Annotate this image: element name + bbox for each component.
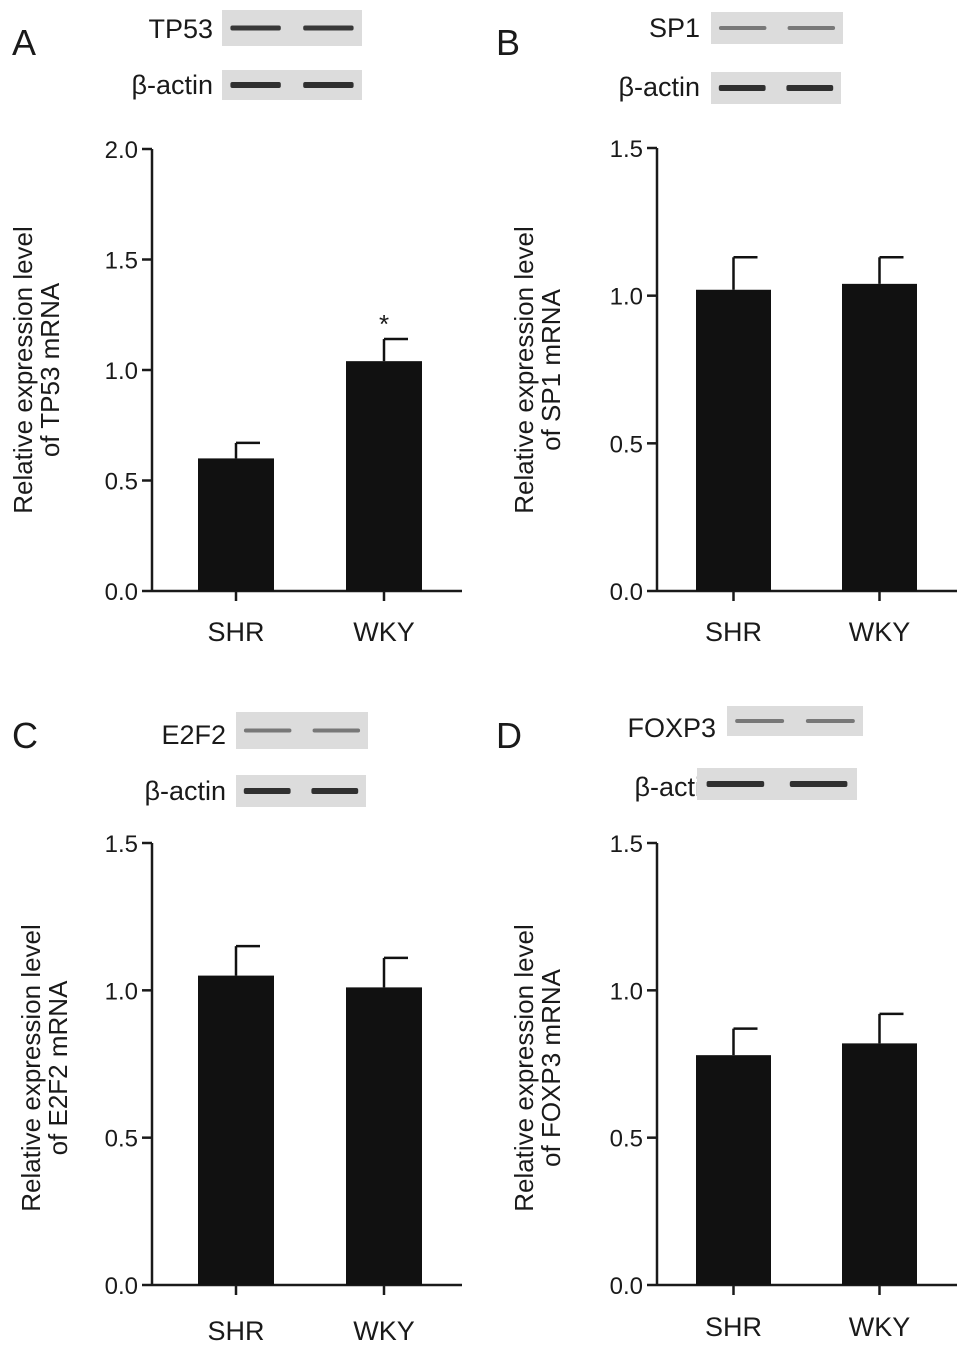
y-tick-label: 0.5 [610,431,643,458]
blot-band [789,781,848,787]
y-tick-label: 1.0 [610,284,643,311]
y-axis-label-line1: Relative expression level [509,924,539,1212]
chart-panel-c: C E2F2 β-actin 0.0 0.5 1.0 1.5 Relative express… [12,712,462,1346]
x-category-label: SHR [705,1312,762,1342]
blot-band [243,728,292,733]
blot-band [718,85,766,91]
bar-shr [198,458,274,591]
blot-label-actin: β-actin [618,72,700,102]
y-tick-label: 1.0 [105,978,138,1005]
y-tick-label: 0.0 [105,1273,138,1300]
blot-band [735,719,785,723]
panel-letter: D [496,715,522,756]
blot-band [303,25,354,31]
x-category-label: SHR [207,617,264,647]
y-axis-label-line2: of E2F2 mRNA [43,980,73,1155]
y-tick-label: 2.0 [105,137,138,164]
blot-band [230,82,281,88]
blot-band [303,82,354,88]
y-axis-label-line2: of SP1 mRNA [536,288,566,450]
blot-band [786,85,834,91]
blot-band [805,719,855,723]
x-category-label: WKY [353,617,415,647]
blot-band [787,26,836,30]
bar-wky [842,283,917,591]
blot-band [706,781,765,787]
y-tick-label: 1.5 [105,248,138,275]
blot-band [230,25,281,31]
bar-wky [346,987,422,1285]
bar-wky [346,361,422,591]
blot-band [718,26,767,30]
x-category-label: WKY [353,1316,415,1346]
y-tick-label: 1.5 [610,831,643,858]
bar-shr [198,975,274,1285]
y-tick-label: 1.5 [105,831,138,858]
y-tick-label: 1.5 [610,136,643,163]
y-axis-label-line2: of TP53 mRNA [35,282,65,457]
y-tick-label: 1.0 [105,358,138,385]
blot-band [312,728,361,733]
panel-letter: B [496,22,520,63]
significance-mark: * [379,309,389,339]
panel-letter: A [12,22,36,63]
bar-wky [842,1043,917,1285]
blot-label-gene: FOXP3 [627,713,716,743]
y-tick-label: 0.0 [105,579,138,606]
blot-label-gene: TP53 [148,14,213,44]
y-tick-label: 0.5 [105,469,138,496]
y-tick-label: 0.0 [610,1273,643,1300]
y-tick-label: 0.5 [105,1126,138,1153]
blot-band [311,788,359,794]
y-tick-label: 0.0 [610,579,643,606]
bar-shr [696,1055,771,1285]
x-category-label: SHR [705,617,762,647]
blot-label-gene: SP1 [649,13,700,43]
chart-panel-b: B SP1 β-actin 0.0 0.5 1.0 1.5 Relative expressi… [496,12,957,647]
blot-band [243,788,291,794]
x-category-label: WKY [849,1312,911,1342]
y-axis-label-line1: Relative expression level [509,226,539,514]
y-axis-label-line2: of FOXP3 mRNA [536,968,566,1167]
bar-shr [696,289,771,591]
blot-label-actin: β-actin [144,776,226,806]
y-tick-label: 0.5 [610,1126,643,1153]
chart-panel-a: A TP53 β-actin 0.0 0.5 1.0 1.5 2.0 Relative expr… [8,10,462,647]
blot-label-actin: β-actin [131,70,213,100]
panel-letter: C [12,715,38,756]
y-axis-label-line1: Relative expression level [8,226,38,514]
y-tick-label: 1.0 [610,978,643,1005]
x-category-label: WKY [849,617,911,647]
x-category-label: SHR [207,1316,264,1346]
blot-label-gene: E2F2 [161,720,226,750]
y-axis-label-line1: Relative expression level [16,924,46,1212]
